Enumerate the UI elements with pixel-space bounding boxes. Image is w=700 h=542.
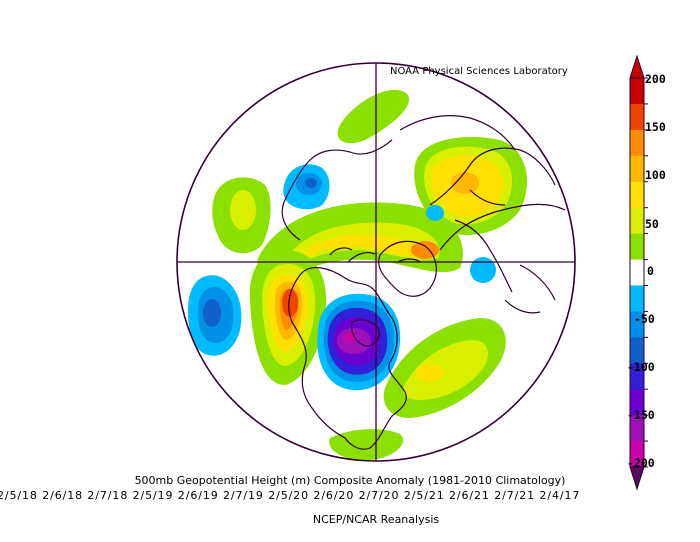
coastline-asia-east [281,139,393,241]
colorbar-segment [630,285,644,312]
colorbar-segment [630,389,644,416]
colorbar-segment [630,207,644,235]
credit-label: NOAA Physical Sciences Laboratory [390,66,568,77]
colorbar-label-150: 150 [645,120,666,134]
colorbar-label-minus-100: -100 [627,360,655,374]
positive-anomaly-north-pacific-core [230,190,256,230]
colorbar-segment [630,233,644,261]
negative-anomaly-europe-small [426,205,444,221]
colorbar-segment [630,78,644,105]
colorbar-segment [630,103,644,131]
data-source: NCEP/NCAR Reanalysis [312,513,440,526]
coastline-hudson-bay [351,319,380,347]
coastline-europe [454,189,513,293]
colorbar-segment [630,155,644,183]
positive-anomaly-arctic-max [411,241,439,259]
negative-anomaly-atlantic-small [470,257,496,283]
colorbar-label-200: 200 [645,72,666,86]
colorbar-max-arrow [629,54,645,79]
colorbar-segment [630,311,644,338]
composite-dates: 2/5/18 2/6/18 2/7/18 2/5/19 2/6/19 2/7/1… [0,489,581,502]
coastline-africa-north [504,264,556,314]
coastline-arctic-islands [329,247,421,263]
colorbar-frame [629,77,645,468]
colorbar-label-50: 50 [645,217,659,231]
colorbar-segment [630,441,644,468]
colorbar-segment [630,129,644,157]
positive-anomaly-atlantic-2 [403,340,488,400]
colorbar-segment [630,415,644,442]
map-title: 500mb Geopotential Height (m) Composite … [134,474,566,487]
colorbar-segment [630,259,644,286]
colorbar-segment [630,337,644,364]
negative-anomaly-pacific-low-core [203,299,221,327]
colorbar [629,54,648,491]
negative-anomaly-canada-trough-min [344,333,356,343]
colorbar-label-minus-200: -200 [627,456,655,470]
coastlines [281,115,566,450]
colorbar-label-0: 0 [647,264,654,278]
positive-anomaly-arctic-small [337,89,410,144]
positive-anomaly-atlantic-core [416,364,444,382]
coastline-eurasia [399,115,566,251]
negative-anomaly-east-siberia-min [305,178,317,188]
coastline-north-america [288,267,407,450]
positive-anomaly-arctic-ridge-inner [305,234,421,258]
map-boundary-circle [176,62,576,462]
anomaly-field [188,89,528,461]
positive-anomaly-eurasia-core [451,172,479,194]
positive-anomaly-alaska-max [282,289,298,317]
colorbar-segment [630,181,644,209]
colorbar-label-minus-150: -150 [627,408,655,422]
positive-anomaly-subtropics [329,429,404,461]
colorbar-label-100: 100 [645,168,666,182]
colorbar-segment [630,363,644,390]
coastline-greenland [378,240,437,297]
colorbar-label-minus-50: -50 [634,312,655,326]
